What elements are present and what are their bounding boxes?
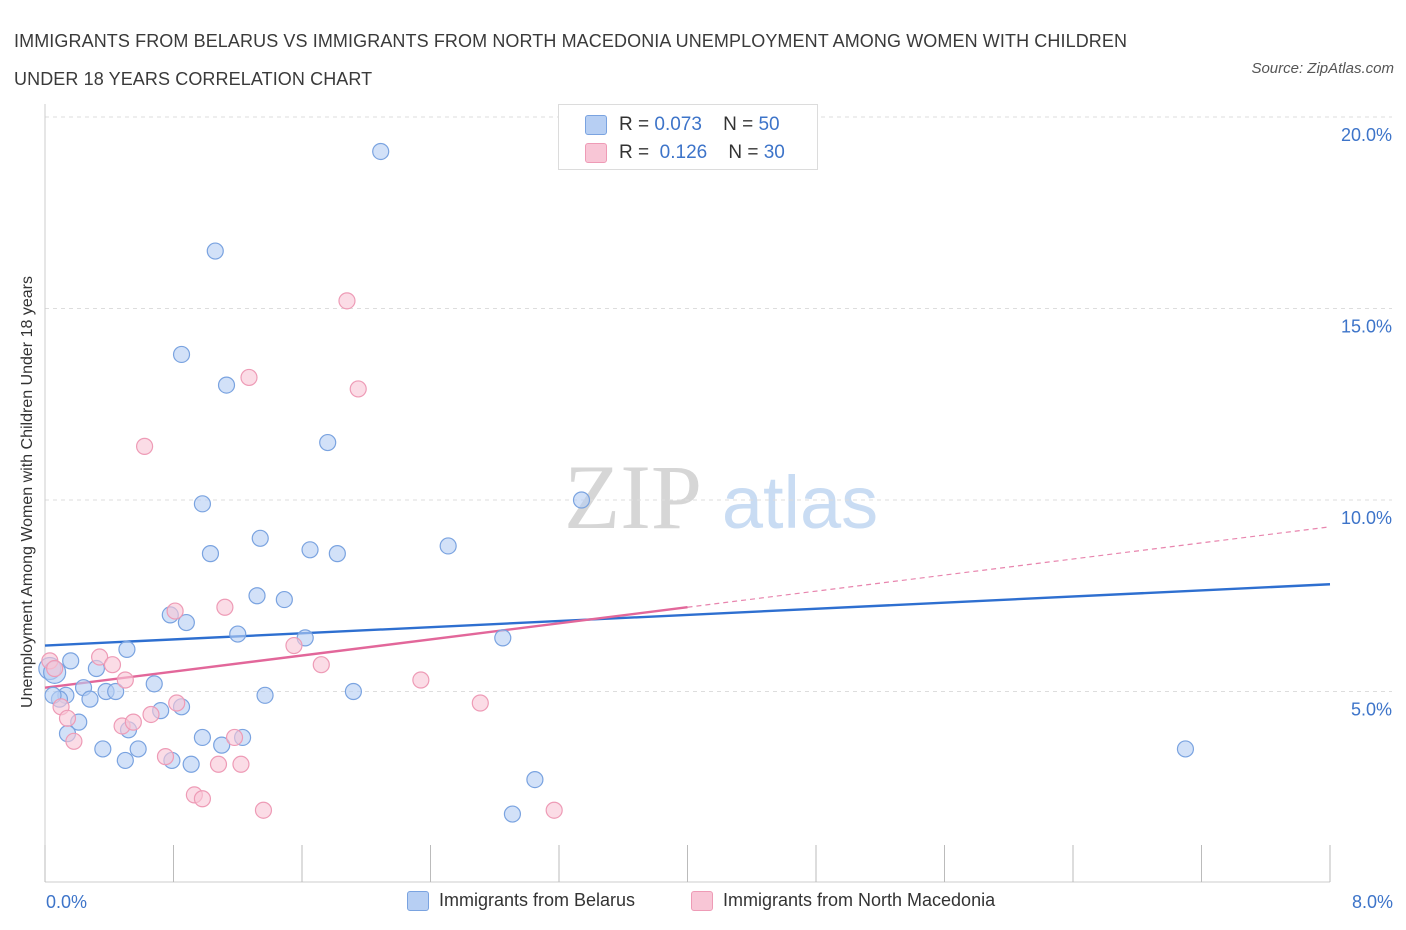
macedonia-point bbox=[193, 790, 212, 808]
belarus-point bbox=[145, 675, 163, 693]
y-tick-label: 15.0% bbox=[1341, 317, 1392, 337]
belarus-point bbox=[62, 652, 80, 670]
macedonia-point bbox=[545, 801, 563, 819]
macedonia-point bbox=[232, 755, 250, 773]
belarus-point bbox=[256, 686, 274, 704]
axes bbox=[44, 104, 1331, 883]
belarus-point bbox=[526, 770, 544, 789]
belarus-point bbox=[248, 587, 266, 605]
tick-labels: 5.0% 10.0% 15.0% 20.0% 0.0% 8.0% bbox=[46, 125, 1393, 912]
y-tick-label: 5.0% bbox=[1351, 700, 1392, 720]
belarus-point bbox=[217, 376, 236, 394]
n-label: N = bbox=[723, 114, 754, 135]
belarus-point bbox=[118, 640, 136, 658]
belarus-point bbox=[494, 629, 512, 647]
r-value: 0.126 bbox=[659, 142, 708, 163]
belarus-point bbox=[319, 433, 337, 452]
belarus-point bbox=[503, 805, 522, 823]
belarus-point bbox=[94, 740, 112, 758]
belarus-point bbox=[182, 755, 200, 773]
macedonia-point bbox=[103, 656, 122, 674]
legend-label-belarus: Immigrants from Belarus bbox=[439, 890, 636, 910]
belarus-swatch bbox=[585, 115, 607, 135]
source-label: Source: ZipAtlas.com bbox=[1251, 60, 1394, 77]
macedonia-point bbox=[65, 732, 83, 750]
belarus-point bbox=[301, 541, 319, 559]
x-tick-label: 0.0% bbox=[46, 892, 87, 912]
gridlines bbox=[45, 116, 1392, 692]
belarus-point bbox=[229, 625, 247, 643]
r-label: R = bbox=[619, 114, 650, 135]
macedonia-point bbox=[124, 713, 142, 731]
belarus-point bbox=[81, 690, 99, 708]
belarus-point bbox=[251, 529, 269, 547]
macedonia-point bbox=[142, 705, 160, 724]
belarus-point bbox=[572, 491, 591, 509]
macedonia-point bbox=[254, 801, 273, 819]
belarus-point bbox=[129, 740, 147, 758]
r-label: R = bbox=[619, 142, 650, 163]
macedonia-legend-swatch bbox=[691, 891, 713, 911]
series-legend: Immigrants from Belarus Immigrants from … bbox=[0, 888, 1406, 916]
stats-legend: R = 0.073 N = 50 R = 0.126 N = 30 bbox=[558, 104, 818, 170]
macedonia-point bbox=[240, 368, 258, 387]
belarus-point bbox=[328, 545, 346, 563]
belarus-point bbox=[213, 736, 231, 754]
belarus-legend-swatch bbox=[407, 891, 429, 911]
belarus-point bbox=[172, 345, 191, 364]
belarus-point bbox=[201, 545, 220, 563]
n-label: N = bbox=[728, 142, 759, 163]
macedonia-point bbox=[312, 656, 330, 674]
macedonia-point bbox=[168, 694, 186, 712]
macedonia-point bbox=[58, 709, 77, 727]
belarus-point bbox=[177, 613, 195, 632]
macedonia-point bbox=[116, 671, 134, 689]
n-value: 30 bbox=[763, 142, 785, 163]
belarus-point bbox=[275, 590, 293, 609]
macedonia-point bbox=[349, 380, 367, 398]
y-tick-label: 20.0% bbox=[1341, 125, 1392, 145]
macedonia-point bbox=[135, 437, 154, 455]
macedonia-point bbox=[225, 728, 244, 747]
belarus-point bbox=[206, 242, 224, 260]
x-tick-label: 8.0% bbox=[1352, 892, 1393, 912]
belarus-point bbox=[1176, 740, 1195, 758]
macedonia-trend-line bbox=[44, 606, 688, 689]
belarus-point bbox=[344, 682, 362, 701]
r-value: 0.073 bbox=[654, 114, 702, 135]
macedonia-point bbox=[91, 648, 109, 666]
macedonia-point bbox=[46, 659, 64, 678]
belarus-point bbox=[372, 142, 390, 161]
watermark: ZIP atlas bbox=[564, 446, 878, 548]
y-tick-label: 10.0% bbox=[1341, 508, 1392, 528]
macedonia-swatch bbox=[585, 143, 607, 163]
macedonia-point bbox=[338, 292, 356, 310]
n-value: 50 bbox=[758, 114, 780, 135]
macedonia-point bbox=[471, 694, 489, 712]
belarus-point bbox=[193, 728, 212, 747]
belarus-point bbox=[193, 495, 212, 513]
macedonia-point bbox=[285, 636, 303, 655]
belarus-point bbox=[116, 751, 134, 770]
chart-title: IMMIGRANTS FROM BELARUS VS IMMIGRANTS FR… bbox=[14, 31, 1128, 89]
data-points bbox=[38, 142, 1195, 823]
watermark-atlas: atlas bbox=[722, 461, 878, 544]
macedonia-point bbox=[209, 755, 228, 773]
belarus-point bbox=[107, 682, 125, 701]
macedonia-point bbox=[156, 748, 175, 766]
belarus-point bbox=[439, 537, 457, 555]
macedonia-point bbox=[166, 602, 184, 620]
trend-lines bbox=[44, 526, 1331, 689]
legend-label-macedonia: Immigrants from North Macedonia bbox=[723, 890, 996, 910]
belarus-trend-line bbox=[44, 583, 1331, 647]
macedonia-point bbox=[412, 671, 430, 689]
macedonia-point bbox=[216, 598, 234, 616]
